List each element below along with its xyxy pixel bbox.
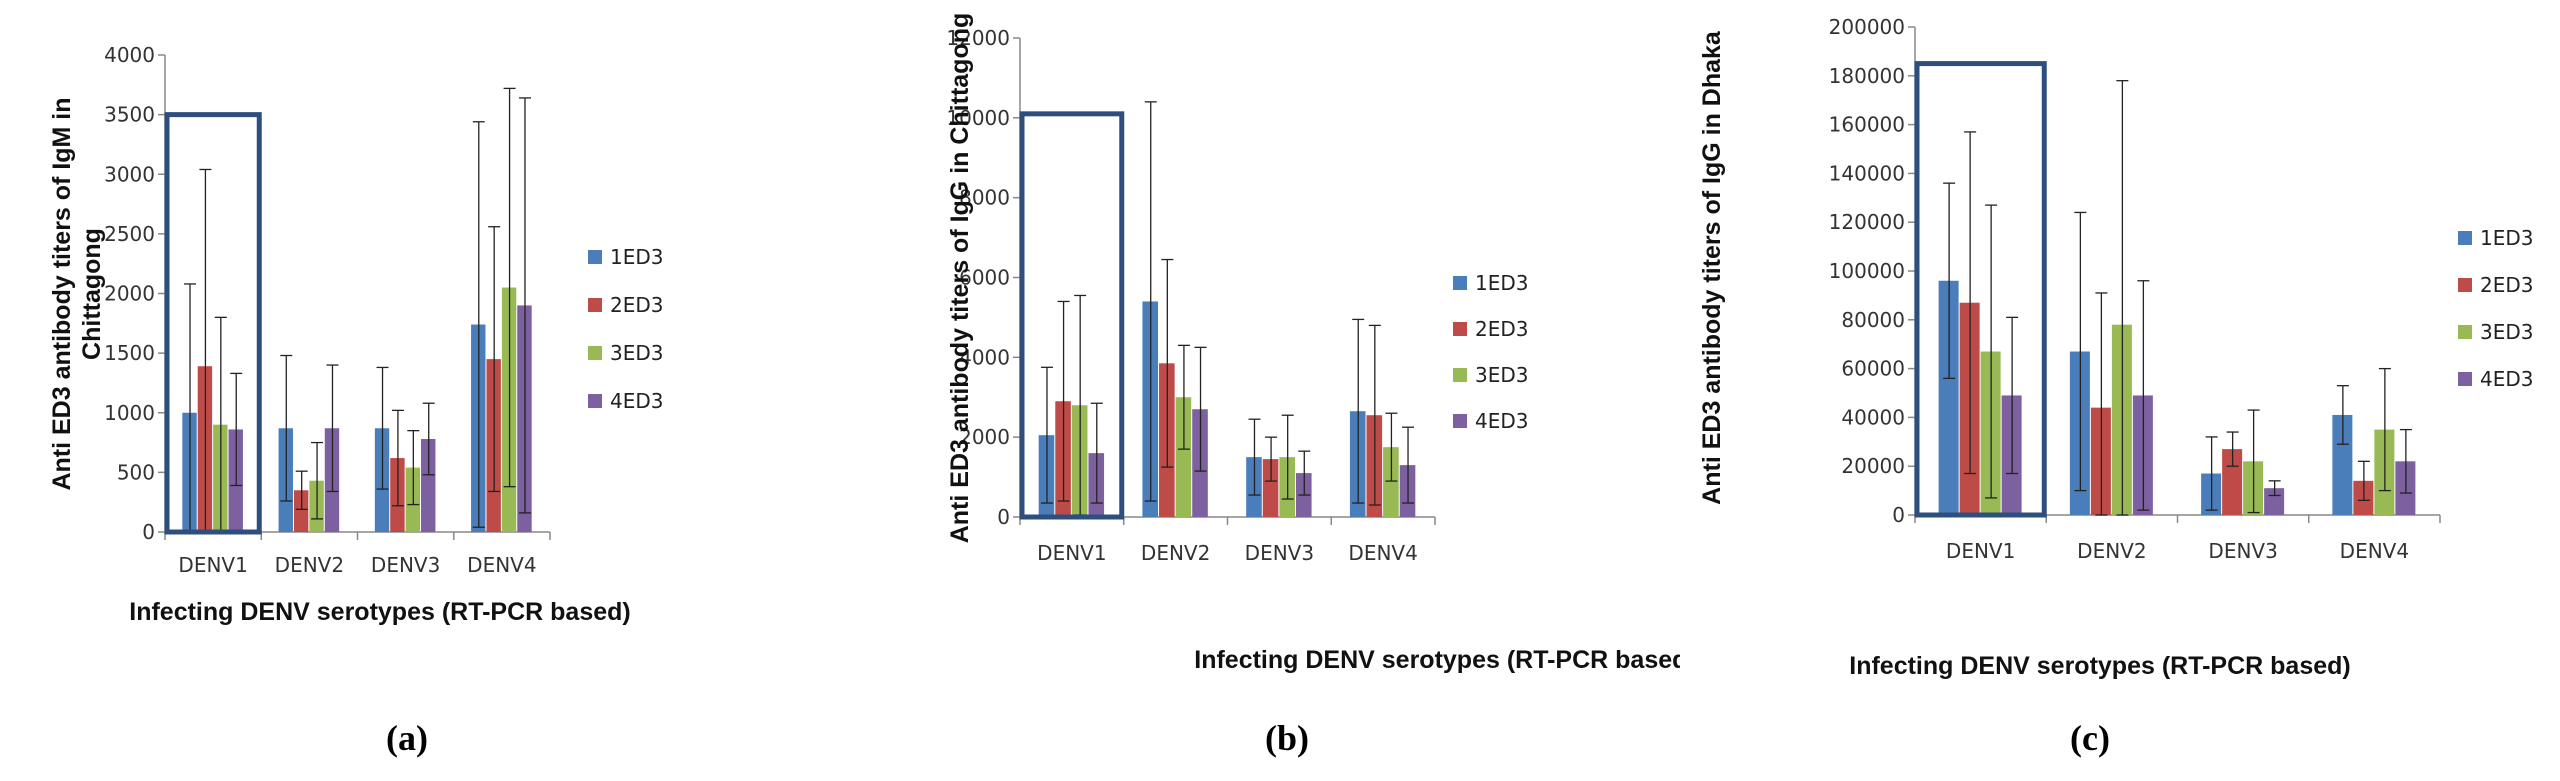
y-tick-label: 200000 — [1829, 15, 1905, 39]
y-tick-label: 500 — [117, 460, 155, 484]
y-tick-label: 40000 — [1841, 405, 1905, 429]
legend-swatch-1ed3 — [1453, 276, 1467, 290]
x-tick-label-denv1: DENV1 — [178, 553, 247, 577]
legend-swatch-2ed3 — [588, 298, 602, 312]
legend-label-3ed3: 3ED3 — [1475, 363, 1529, 387]
legend-label-3ed3: 3ED3 — [610, 341, 664, 365]
y-tick-label: 120000 — [1829, 210, 1905, 234]
legend-swatch-3ed3 — [2458, 325, 2472, 339]
bar-3ed3-denv4 — [1383, 447, 1399, 517]
y-tick-label: 1500 — [104, 341, 155, 365]
highlight-box-denv1 — [1019, 111, 1125, 520]
bar-3ed3-denv2 — [1175, 397, 1192, 517]
chart-b-svg: 0 2000 4000 6000 8000 10000 12000 DENV1 DENV2 DEN… — [946, 13, 1680, 758]
y-tick-label: 4000 — [104, 43, 155, 67]
y-tick-label: 10000 — [946, 106, 1010, 130]
y-tick-label: 2000 — [104, 282, 155, 306]
highlight-box-denv1 — [1914, 61, 2047, 518]
y-tick-label: 3000 — [104, 162, 155, 186]
y-tick-label: 8000 — [959, 186, 1010, 210]
legend-swatch-1ed3 — [2458, 231, 2472, 245]
legend-label-1ed3: 1ED3 — [1475, 271, 1529, 295]
x-tick-label-denv4: DENV4 — [467, 553, 536, 577]
legend-label-2ed3: 2ED3 — [2480, 273, 2534, 297]
chart-c-svg: 0 20000 40000 60000 80000 100000 120000 140000 1… — [1698, 15, 2534, 758]
y-tick-label: 12000 — [946, 26, 1010, 50]
y-axis-title: Anti ED3 antibody titers of IgG in Dhaka — [1698, 30, 1726, 505]
y-tick-label: 0 — [997, 505, 1010, 529]
chart-panel-a: 0 500 1000 1500 2000 2500 3000 3500 4000 DENV1 DEN… — [0, 0, 780, 781]
legend-label-4ed3: 4ED3 — [2480, 367, 2534, 391]
x-tick-label-denv1: DENV1 — [1037, 541, 1106, 565]
legend-swatch-3ed3 — [588, 346, 602, 360]
y-tick-label: 2500 — [104, 222, 155, 246]
legend-label-3ed3: 3ED3 — [2480, 320, 2534, 344]
x-tick-label-denv3: DENV3 — [2208, 539, 2277, 563]
y-axis-title-line: Anti ED3 antibody titers of IgG in Chitt… — [946, 13, 974, 544]
highlight-box-denv1 — [164, 112, 262, 535]
legend-swatch-4ed3 — [1453, 414, 1467, 428]
x-tick-label-denv2: DENV2 — [2077, 539, 2146, 563]
legend-label-2ed3: 2ED3 — [1475, 317, 1529, 341]
y-tick-label: 100000 — [1829, 259, 1905, 283]
y-tick-label: 140000 — [1829, 161, 1905, 185]
legend-swatch-3ed3 — [1453, 368, 1467, 382]
x-tick-label-denv2: DENV2 — [1141, 541, 1210, 565]
y-tick-label: 0 — [1892, 503, 1905, 527]
y-tick-label: 180000 — [1829, 64, 1905, 88]
x-tick-label-denv4: DENV4 — [1348, 541, 1417, 565]
bar-1ed3-denv1 — [1938, 280, 1959, 515]
legend-label-4ed3: 4ED3 — [1475, 409, 1529, 433]
y-axis-title: Anti ED3 antibody titers of IgM in Chitta… — [48, 97, 106, 490]
x-tick-label-denv4: DENV4 — [2340, 539, 2409, 563]
x-axis-title: Infecting DENV serotypes (RT-PCR based) — [1849, 652, 2350, 680]
panel-label: (b) — [1265, 718, 1309, 758]
y-axis-title-line: Chittagong — [78, 228, 106, 360]
y-axis-title-line: Anti ED3 antibody titers of IgG in Dhaka — [1698, 30, 1726, 505]
y-tick-label: 3500 — [104, 103, 155, 127]
bar-4ed3-denv3 — [421, 438, 436, 532]
legend-swatch-4ed3 — [588, 394, 602, 408]
legend-label-2ed3: 2ED3 — [610, 293, 664, 317]
y-tick-label: 2000 — [959, 425, 1010, 449]
x-axis-title: Infecting DENV serotypes (RT-PCR based) — [129, 598, 630, 626]
y-tick-label: 20000 — [1841, 454, 1905, 478]
x-tick-label-denv3: DENV3 — [1245, 541, 1314, 565]
chart-panel-c: 0 20000 40000 60000 80000 100000 120000 140000 1… — [1680, 0, 2560, 781]
x-tick-label-denv2: DENV2 — [275, 553, 344, 577]
legend-swatch-4ed3 — [2458, 372, 2472, 386]
y-tick-label: 4000 — [959, 345, 1010, 369]
legend-swatch-1ed3 — [588, 250, 602, 264]
y-tick-label: 0 — [142, 520, 155, 544]
x-tick-label-denv1: DENV1 — [1946, 539, 2015, 563]
x-tick-label-denv3: DENV3 — [371, 553, 440, 577]
legend-label-4ed3: 4ED3 — [610, 389, 664, 413]
y-axis-title-line: Anti ED3 antibody titers of IgM in — [48, 97, 76, 490]
bar-2ed3-denv2 — [293, 490, 309, 532]
y-tick-label: 160000 — [1829, 113, 1905, 137]
chart-panel-b: 0 2000 4000 6000 8000 10000 12000 DENV1 DENV2 DEN… — [880, 0, 1680, 781]
y-tick-label: 60000 — [1841, 357, 1905, 381]
x-axis-title: Infecting DENV serotypes (RT-PCR based) — [1194, 646, 1680, 674]
y-tick-label: 6000 — [959, 266, 1010, 290]
y-axis-title: Anti ED3 antibody titers of IgG in Chitt… — [946, 13, 974, 544]
y-tick-label: 80000 — [1841, 308, 1905, 332]
bar-1ed3-denv4 — [2332, 414, 2353, 515]
panel-label: (a) — [386, 718, 428, 758]
legend-label-1ed3: 1ED3 — [610, 245, 664, 269]
legend-swatch-2ed3 — [2458, 278, 2472, 292]
panel-label: (c) — [2070, 718, 2110, 758]
legend-label-1ed3: 1ED3 — [2480, 226, 2534, 250]
chart-a-svg: 0 500 1000 1500 2000 2500 3000 3500 4000 DENV1 DEN… — [48, 43, 664, 758]
y-tick-label: 1000 — [104, 401, 155, 425]
bar-2ed3-denv3 — [1262, 459, 1279, 517]
legend-swatch-2ed3 — [1453, 322, 1467, 336]
